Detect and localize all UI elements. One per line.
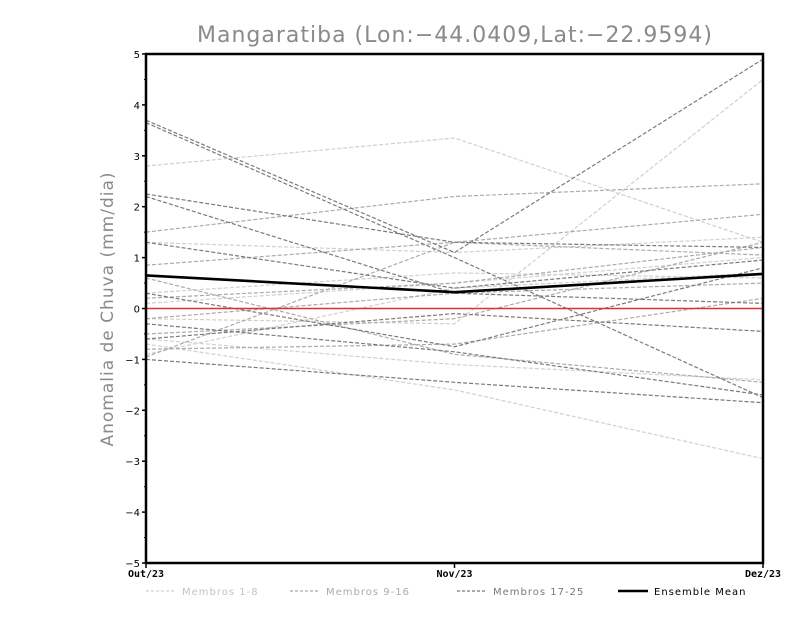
member-group-2 [145, 183, 764, 383]
legend-entry: Ensemble Mean [618, 587, 746, 598]
y-tick-label: 5 [134, 50, 140, 61]
legend-label: Ensemble Mean [654, 587, 746, 598]
member-series-line [145, 137, 764, 243]
legend: Membros 1-8 Membros 9-16 Membros 17-25 Ense… [146, 587, 746, 598]
x-tick-label: Dez/23 [745, 569, 781, 580]
legend-entry: Membros 17-25 [457, 587, 584, 598]
y-tick-label: −1 [125, 355, 140, 366]
member-series-line [145, 246, 764, 299]
x-tick-label: Nov/23 [436, 569, 472, 580]
y-tick-label: −2 [125, 406, 140, 417]
member-series-line [145, 241, 764, 289]
legend-entry: Membros 1-8 [146, 587, 259, 598]
member-group-3 [145, 58, 764, 404]
y-axis-label: Anomalia de Chuva (mm/dia) [98, 171, 118, 446]
legend-label: Membros 9-16 [326, 587, 410, 598]
member-series-line [145, 272, 764, 355]
member-series-line [145, 236, 764, 254]
member-series-line [145, 323, 764, 396]
legend-label: Membros 17-25 [493, 587, 584, 598]
y-tick-label: −3 [125, 457, 140, 468]
member-series-line [145, 122, 764, 399]
member-series-line [145, 58, 764, 254]
member-series-line [145, 312, 764, 340]
member-series-line [145, 277, 764, 383]
x-tick-label: Out/23 [128, 569, 164, 580]
y-tick-label: 4 [134, 101, 140, 112]
member-series-line [145, 358, 764, 404]
member-series-line [145, 195, 764, 304]
y-tick-label: −4 [125, 508, 140, 519]
member-series-line [145, 241, 764, 335]
member-series-line [145, 79, 764, 325]
y-tick-label: 2 [134, 203, 140, 214]
member-series-line [145, 267, 764, 348]
legend-entry: Membros 9-16 [290, 587, 410, 598]
y-tick-label: −5 [125, 559, 140, 570]
y-tick-label: 3 [134, 152, 140, 163]
member-series-line [145, 297, 764, 350]
member-series-line [145, 343, 764, 460]
y-tick-label: 0 [134, 305, 140, 316]
chart-title: Mangaratiba (Lon:−44.0409,Lat:−22.9594) [197, 23, 713, 48]
member-series-line [145, 241, 764, 358]
member-series-line [145, 272, 764, 294]
y-tick-label: 1 [134, 254, 140, 265]
legend-label: Membros 1-8 [182, 587, 259, 598]
member-series-line [145, 193, 764, 248]
ensemble-mean-line [145, 272, 764, 294]
member-series-line [145, 183, 764, 233]
